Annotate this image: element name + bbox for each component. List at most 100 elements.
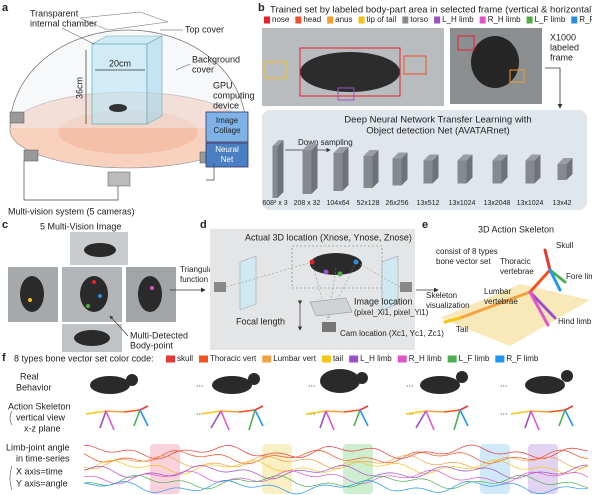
label: Down sampling	[298, 138, 353, 147]
network-title: Deep Neural Network Transfer Learning wi…	[344, 115, 531, 126]
image-collage-box	[205, 111, 249, 143]
label: vertebrae	[484, 297, 518, 306]
layer-label: 52x128	[357, 200, 380, 207]
time-series	[83, 449, 589, 465]
ellipsis: ...	[500, 378, 508, 388]
network-title: Object detection Net (AVATARnet)	[366, 126, 509, 137]
label: Lumbar	[484, 287, 511, 296]
dimension-label: 36cm	[74, 77, 84, 99]
legend-swatch	[397, 355, 407, 363]
legend-swatch	[264, 16, 270, 24]
layer	[423, 160, 433, 184]
mouse-head	[356, 372, 368, 384]
skeleton-bone	[415, 410, 427, 429]
mouse-head	[561, 370, 573, 382]
legend-label: Lumbar vert	[273, 354, 316, 363]
bbox	[264, 61, 288, 79]
layer-label: 13x1024	[517, 200, 544, 207]
time-series	[83, 480, 589, 495]
row-label: vertical view	[16, 412, 66, 422]
mouse	[90, 376, 130, 394]
layer-side	[466, 154, 473, 184]
layer-top	[525, 154, 541, 161]
layer	[525, 160, 535, 184]
layer-side	[501, 154, 508, 184]
panel-title: 5 Multi-Vision Image	[40, 221, 121, 231]
layer	[557, 164, 567, 180]
label: Thoracic	[500, 257, 531, 266]
skeleton-bone	[85, 410, 107, 415]
camera	[9, 111, 25, 124]
callout	[175, 63, 191, 71]
body-point	[98, 294, 102, 298]
arrow	[545, 67, 563, 109]
skeleton-bone	[343, 409, 361, 413]
skeleton-bone	[425, 410, 445, 413]
chamber-side	[146, 35, 163, 125]
layer-label: 26x256	[386, 200, 409, 207]
skeleton-bone	[325, 410, 335, 431]
connector	[23, 161, 119, 201]
bbox	[469, 34, 521, 96]
box-label: Neural	[215, 145, 239, 154]
label: Top cover	[185, 24, 224, 34]
skeleton-bone	[405, 410, 427, 415]
dimension-label: 20cm	[109, 58, 131, 68]
label: Triangular	[180, 265, 216, 274]
legend-label: tip of tail	[367, 15, 397, 24]
arrow	[109, 315, 129, 337]
skeleton-bone	[548, 409, 566, 413]
panel-label: a	[2, 2, 9, 14]
legend-swatch	[479, 16, 486, 24]
layer-label: 13x2048	[484, 200, 511, 207]
neural-net-box	[205, 142, 249, 168]
camera	[214, 282, 226, 292]
label: Background	[192, 54, 240, 64]
layer	[363, 156, 373, 188]
label: internal chamber	[30, 18, 97, 28]
skeleton-bone	[453, 409, 461, 431]
layer-label: 13x1024	[449, 200, 476, 207]
legend-swatch	[526, 16, 533, 24]
mouse	[109, 104, 127, 112]
layer	[392, 158, 402, 186]
layer-top	[272, 140, 284, 146]
volume	[291, 245, 383, 289]
time-series	[83, 464, 589, 480]
label: Skull	[556, 241, 574, 250]
skeleton-bone	[459, 405, 469, 411]
box-label: Collage	[213, 126, 241, 135]
legend-label: tail	[333, 354, 343, 363]
legend-swatch	[321, 355, 331, 363]
ellipsis: ...	[406, 406, 414, 416]
chamber-front	[91, 43, 148, 125]
legend-label: L_H limb	[442, 15, 474, 24]
bbox	[299, 47, 401, 97]
layer-label: 13x42	[552, 200, 571, 207]
mouse	[310, 253, 362, 275]
ellipsis: ...	[196, 378, 204, 388]
legend-label: R_H limb	[488, 15, 521, 24]
body-point	[323, 269, 329, 275]
label: Skeleton	[426, 291, 457, 300]
label: GPU	[213, 80, 233, 90]
layer-side	[534, 154, 541, 184]
skeleton-bone	[325, 410, 345, 413]
skeleton-bone	[524, 410, 532, 429]
mouse-photo	[80, 276, 108, 312]
panel-title: Trained set by labeled body-part area in…	[270, 5, 592, 16]
bracket	[9, 410, 13, 491]
skeleton-bone	[139, 409, 149, 427]
floor	[440, 284, 590, 346]
legend-label: L_F limb	[459, 354, 490, 363]
layer-side	[311, 144, 318, 194]
skeleton-bone	[254, 405, 264, 411]
panel-label: c	[2, 219, 8, 231]
body-point	[353, 259, 359, 265]
skeleton-bone	[220, 410, 230, 431]
legend-label: nose	[272, 15, 290, 24]
legend-label: R_F limb	[506, 354, 539, 363]
layer-side	[342, 147, 349, 191]
mouse	[525, 376, 565, 394]
